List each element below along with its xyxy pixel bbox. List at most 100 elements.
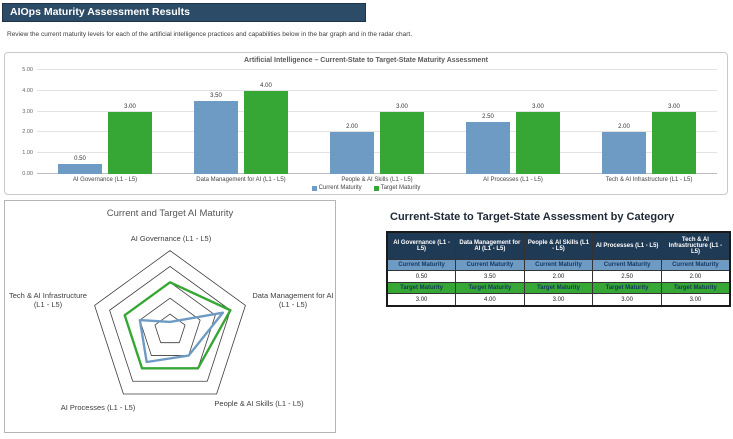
table-cell-target-value: 3.00 [592, 293, 662, 307]
table-cell-target-label: Target Maturity [592, 282, 662, 294]
bar-value-label: 3.00 [532, 103, 544, 110]
table-column-header: AI Processes (L1 - L5) [592, 231, 662, 260]
table-cell-current-value: 2.50 [592, 270, 662, 283]
table-cell-current-value: 2.00 [523, 270, 594, 283]
table-column-header: People & AI Skills (L1 - L5) [523, 231, 594, 260]
radar-chart [94, 250, 246, 395]
radar-chart-panel: Current and Target AI Maturity AI Govern… [4, 200, 336, 433]
bar-group: 2.50 3.00 [445, 70, 581, 174]
table-current-value-row: 0.50 3.50 2.00 2.50 2.00 [386, 270, 731, 283]
table-cell-current-value: 0.50 [386, 270, 457, 283]
bar-current-3: 2.50 [466, 114, 510, 174]
table-cell-current-value: 2.00 [660, 270, 731, 283]
table-cell-target-label: Target Maturity [660, 282, 731, 294]
legend-swatch-icon [311, 185, 317, 191]
radar-series-target [123, 281, 232, 370]
gridline [37, 110, 717, 112]
table-title: Current-State to Target-State Assessment… [390, 211, 675, 223]
bar-chart-x-labels: AI Governance (L1 - L5) Data Management f… [37, 177, 717, 183]
table-cell-target-value: 3.00 [523, 293, 594, 307]
assessment-table: AI Governance (L1 - L5) Data Management f… [386, 231, 731, 307]
y-axis-tick-label: 5.00 [22, 67, 33, 73]
y-axis-tick-label: 2.00 [22, 129, 33, 136]
radar-ring-4 [109, 266, 231, 382]
legend-swatch-icon [373, 185, 379, 191]
x-axis-category-label: Data Management for AI (L1 - L5) [196, 177, 286, 183]
radar-ring-2 [139, 297, 201, 356]
legend-label: Current Maturity [318, 185, 362, 191]
y-axis-tick-label: 0.00 [22, 171, 33, 177]
radar-ring-5 [94, 250, 246, 395]
table-cell-current-value: 3.50 [455, 270, 525, 283]
table-header-row: AI Governance (L1 - L5) Data Management f… [386, 231, 731, 260]
bar-target-4: 3.00 [652, 104, 696, 174]
y-axis-tick-label: 3.00 [22, 108, 33, 115]
bar-target-1: 4.00 [244, 83, 288, 174]
legend-item: Current Maturity [311, 185, 362, 191]
radar-chart-title: Current and Target AI Maturity [106, 208, 234, 219]
bar-current-4: 2.00 [602, 124, 646, 174]
bar-target-0: 3.00 [108, 104, 152, 174]
y-axis-tick-label: 4.00 [22, 87, 33, 94]
bar-value-label: 2.00 [618, 124, 630, 131]
radar-axis-label-ai-processes: AI Processes (L1 - L5) [60, 403, 136, 412]
bar-chart-panel: Artificial Intelligence – Current-State … [4, 52, 728, 195]
x-axis-category-label: Tech & AI Infrastructure (L1 - L5) [605, 177, 693, 183]
bar-target-2: 3.00 [380, 104, 424, 174]
bar-target-3: 3.00 [516, 104, 560, 174]
table-cell-target-label: Target Maturity [386, 282, 457, 294]
bar-value-label: 0.50 [74, 155, 86, 162]
y-axis-tick-label: 1.00 [22, 150, 33, 157]
legend-label: Target Maturity [380, 185, 421, 191]
x-axis-category-label: AI Processes (L1 - L5) [483, 177, 543, 183]
x-axis-category-label: AI Governance (L1 - L5) [72, 177, 138, 183]
bar-group: 0.50 3.00 [37, 70, 173, 174]
table-cell-current-label: Current Maturity [523, 259, 594, 271]
bar-current-0: 0.50 [58, 156, 102, 174]
bar-group: 2.00 3.00 [309, 70, 445, 174]
legend-item: Target Maturity [373, 185, 421, 191]
gridline [37, 131, 717, 133]
gridline [37, 89, 717, 91]
bar-value-label: 2.00 [346, 124, 358, 131]
gridline [37, 152, 717, 154]
bar-chart-plot-area: 0.50 3.00 3.50 4.00 2.00 3.00 2.50 3.00 2.00 3.00 [37, 69, 717, 174]
intro-text: Review the current maturity levels for e… [7, 31, 413, 38]
table-cell-current-label: Current Maturity [592, 259, 662, 271]
table-cell-current-label: Current Maturity [455, 259, 525, 271]
table-cell-target-value: 3.00 [660, 293, 731, 307]
bar-value-label: 3.00 [124, 103, 136, 110]
bar-value-label: 2.50 [482, 114, 494, 120]
radar-axis-label-ai-governance: AI Governance (L1 - L5) [130, 234, 212, 243]
table-column-header: AI Governance (L1 - L5) [386, 231, 457, 260]
table-target-value-row: 3.00 4.00 3.00 3.00 3.00 [386, 293, 731, 307]
radar-axis-label-tech-infrastructure: Tech & AI Infrastructure (L1 - L5) [9, 291, 87, 310]
table-cell-target-value: 3.00 [386, 293, 457, 307]
bar-current-2: 2.00 [330, 124, 374, 174]
gridline [37, 173, 717, 174]
gridline [37, 69, 717, 70]
table-column-header: Tech & AI Infrastructure (L1 - L5) [660, 231, 731, 260]
page-title: AIOps Maturity Assessment Results [10, 6, 190, 18]
radar-series-current [138, 311, 225, 364]
page-title-bar: AIOps Maturity Assessment Results [2, 3, 366, 22]
bar-value-label: 4.00 [260, 82, 272, 89]
bar-value-label: 3.00 [396, 103, 408, 110]
table-current-label-row: Current Maturity Current Maturity Current … [386, 259, 731, 271]
bar-value-label: 3.50 [210, 93, 222, 100]
bar-current-1: 3.50 [194, 93, 238, 174]
table-cell-target-label: Target Maturity [455, 282, 525, 294]
bar-chart-legend: Current Maturity Target Maturity [5, 185, 727, 191]
table-cell-target-label: Target Maturity [523, 282, 594, 294]
table-cell-current-label: Current Maturity [660, 259, 731, 271]
table-target-label-row: Target Maturity Target Maturity Target Mat… [386, 282, 731, 294]
table-column-header: Data Management for AI (L1 - L5) [455, 231, 525, 260]
bar-chart-title: Artificial Intelligence – Current-State … [244, 57, 488, 64]
table-cell-target-value: 4.00 [455, 293, 525, 307]
x-axis-category-label: People & AI Skills (L1 - L5) [341, 177, 413, 183]
radar-axis-label-data-management: Data Management for AI (L1 - L5) [252, 291, 334, 310]
radar-axis-label-people-ai-skills: People & AI Skills (L1 - L5) [214, 399, 304, 408]
bar-value-label: 3.00 [668, 103, 680, 110]
radar-ring-1 [154, 313, 186, 344]
bar-group: 2.00 3.00 [581, 70, 717, 174]
